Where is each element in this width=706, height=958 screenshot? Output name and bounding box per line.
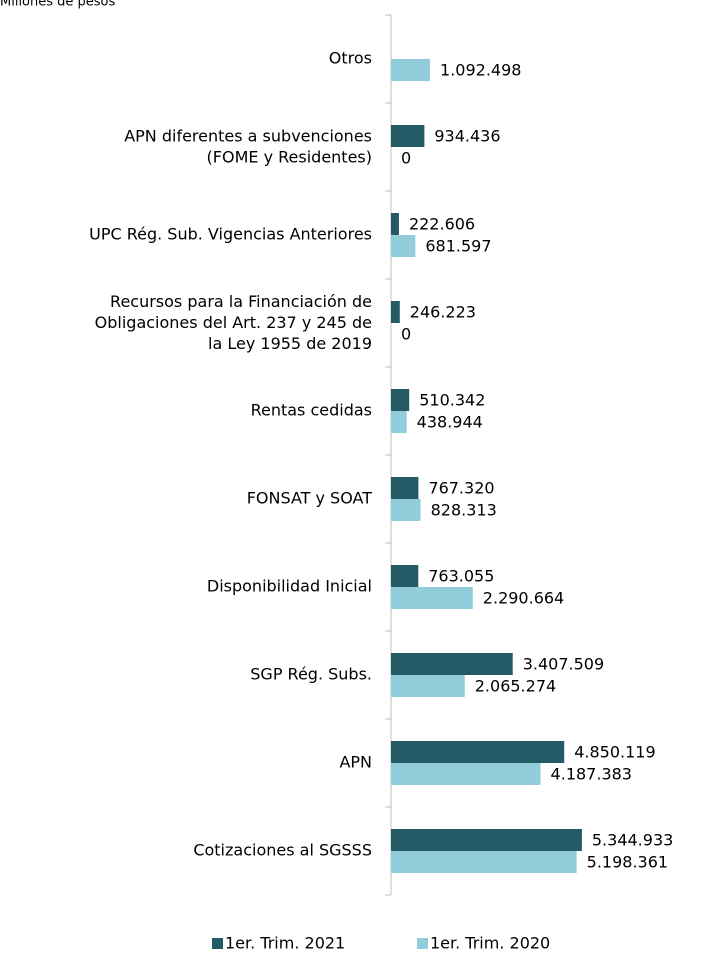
bar	[391, 477, 419, 499]
value-label: 0	[401, 149, 411, 168]
legend-label: 1er. Trim. 2021	[225, 934, 345, 953]
category-label: Otros	[329, 49, 372, 68]
category-label: APN diferentes a subvenciones (FOME y Res…	[124, 126, 372, 166]
category-label-line: la Ley 1955 de 2019	[208, 334, 372, 353]
category-label: SGP Rég. Subs.	[250, 665, 372, 684]
value-label: 246.223	[410, 303, 476, 322]
legend-swatch	[417, 938, 428, 949]
bar	[391, 675, 465, 697]
category-label: APN	[339, 753, 372, 772]
bar	[391, 653, 513, 675]
category-label: Cotizaciones al SGSSS	[193, 841, 372, 860]
value-label: 763.055	[428, 567, 494, 586]
category-label: Rentas cedidas	[251, 401, 372, 420]
category-label: Disponibilidad Inicial	[207, 577, 372, 596]
bar	[391, 829, 582, 851]
legend-swatch	[212, 938, 223, 949]
bar	[391, 565, 419, 587]
category-label-line: Obligaciones del Art. 237 y 245 de	[95, 313, 372, 332]
category-label: UPC Rég. Sub. Vigencias Anteriores	[89, 225, 372, 244]
chart-subtitle: Millones de pesos	[0, 0, 116, 10]
value-label: 681.597	[425, 237, 491, 256]
value-label: 2.065.274	[475, 677, 556, 696]
category-label-line: APN diferentes a subvenciones	[124, 126, 372, 145]
bar	[391, 587, 473, 609]
category-label-line: Recursos para la Financiación de	[110, 292, 372, 311]
value-label: 3.407.509	[523, 655, 604, 674]
legend-label: 1er. Trim. 2020	[430, 934, 550, 953]
value-label: 438.944	[417, 413, 483, 432]
category-label-line: (FOME y Residentes)	[207, 147, 372, 166]
value-label: 1.092.498	[440, 61, 521, 80]
value-label: 4.850.119	[574, 743, 655, 762]
bar	[391, 499, 421, 521]
bar	[391, 301, 400, 323]
category-label: FONSAT y SOAT	[247, 489, 373, 508]
value-label: 4.187.383	[551, 765, 632, 784]
bar	[391, 411, 407, 433]
value-label: 934.436	[434, 127, 500, 146]
bar	[391, 125, 425, 147]
value-label: 5.198.361	[587, 853, 668, 872]
value-label: 5.344.933	[592, 831, 673, 850]
value-label: 828.313	[431, 501, 497, 520]
bar	[391, 851, 577, 873]
bar	[391, 213, 399, 235]
bar	[391, 59, 431, 81]
category-label: Recursos para la Financiación de Obligaci…	[95, 292, 372, 353]
bar	[391, 763, 541, 785]
value-label: 510.342	[419, 391, 485, 410]
value-label: 0	[401, 325, 411, 344]
value-label: 222.606	[409, 215, 475, 234]
value-label: 767.320	[428, 479, 494, 498]
value-label: 2.290.664	[483, 589, 564, 608]
bar	[391, 235, 416, 257]
bar	[391, 389, 410, 411]
bar	[391, 741, 565, 763]
